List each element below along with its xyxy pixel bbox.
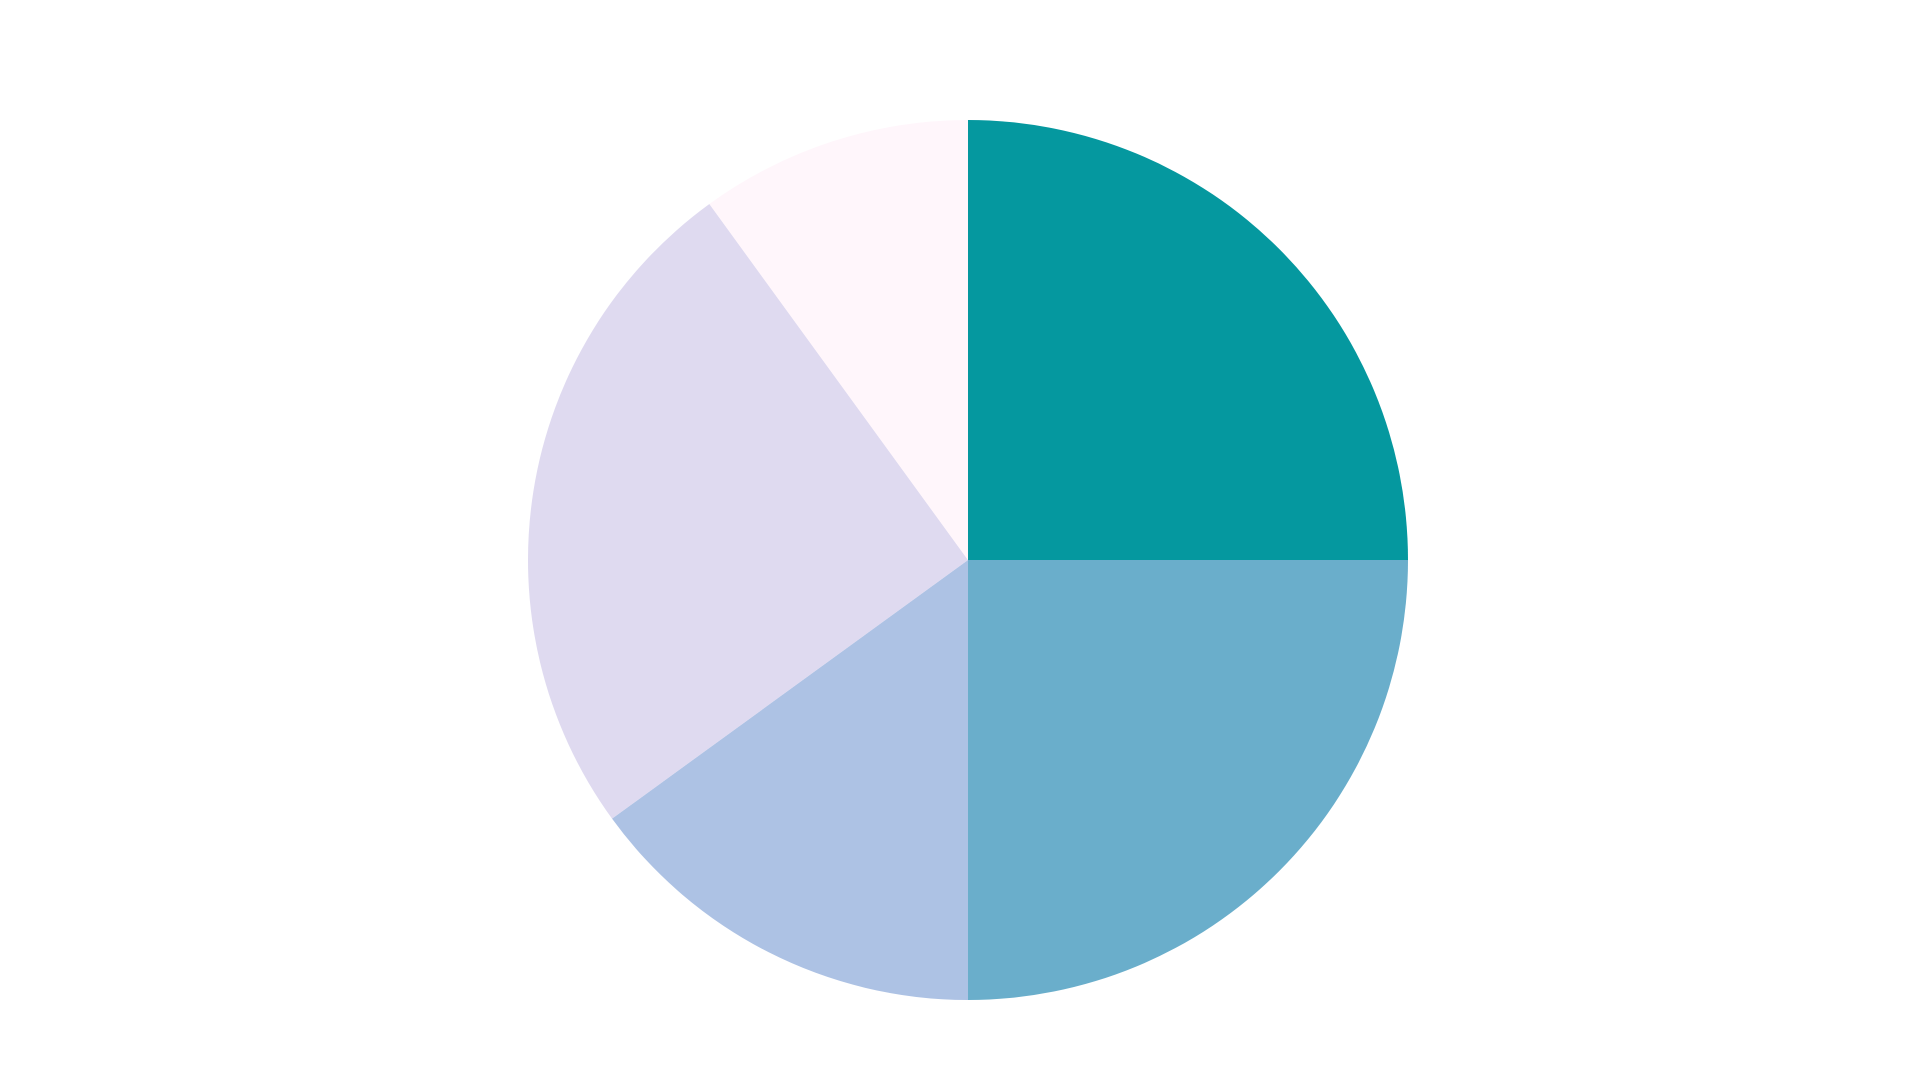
pie-slice-2 — [968, 560, 1408, 1000]
pie-slice-5 — [709, 120, 968, 560]
pie-slices — [527, 120, 1408, 1001]
pie-slice-4 — [527, 204, 968, 819]
pie-slice-1 — [968, 120, 1408, 560]
pie-slice-3 — [612, 560, 968, 1001]
